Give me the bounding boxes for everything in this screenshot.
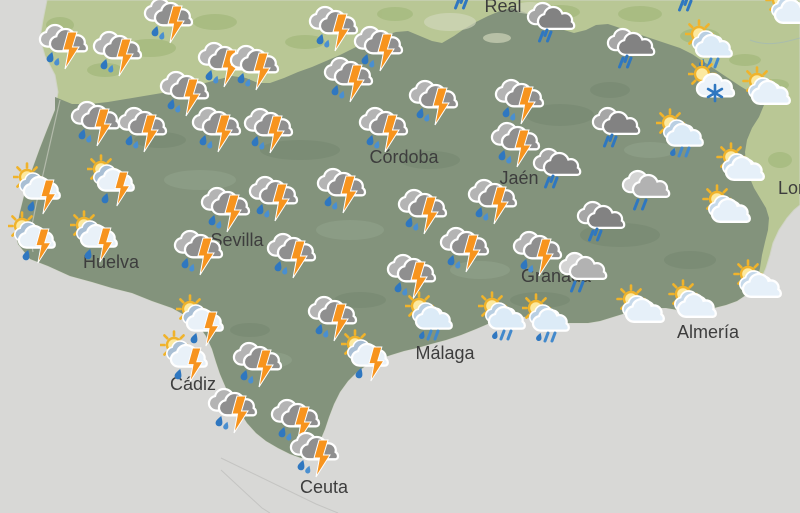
city-label-granada: Granada	[520, 266, 592, 286]
city-label-huelva: Huelva	[82, 252, 140, 272]
city-label-málaga: Málaga	[415, 343, 475, 363]
city-label-almería: Almería	[676, 322, 740, 342]
city-label-sevilla: Sevilla	[210, 230, 264, 250]
city-label-cádiz: Cádiz	[169, 374, 217, 394]
maritime-boundary-1	[220, 457, 339, 513]
city-label-real: Real	[484, 0, 522, 16]
river-line	[749, 37, 800, 45]
city-label-jaén: Jaén	[499, 168, 539, 188]
maritime-boundary-2	[220, 469, 271, 513]
city-label-ceuta: Ceuta	[299, 477, 349, 497]
city-label-lor: Lor	[777, 178, 800, 198]
city-label-córdoba: Córdoba	[369, 147, 439, 167]
